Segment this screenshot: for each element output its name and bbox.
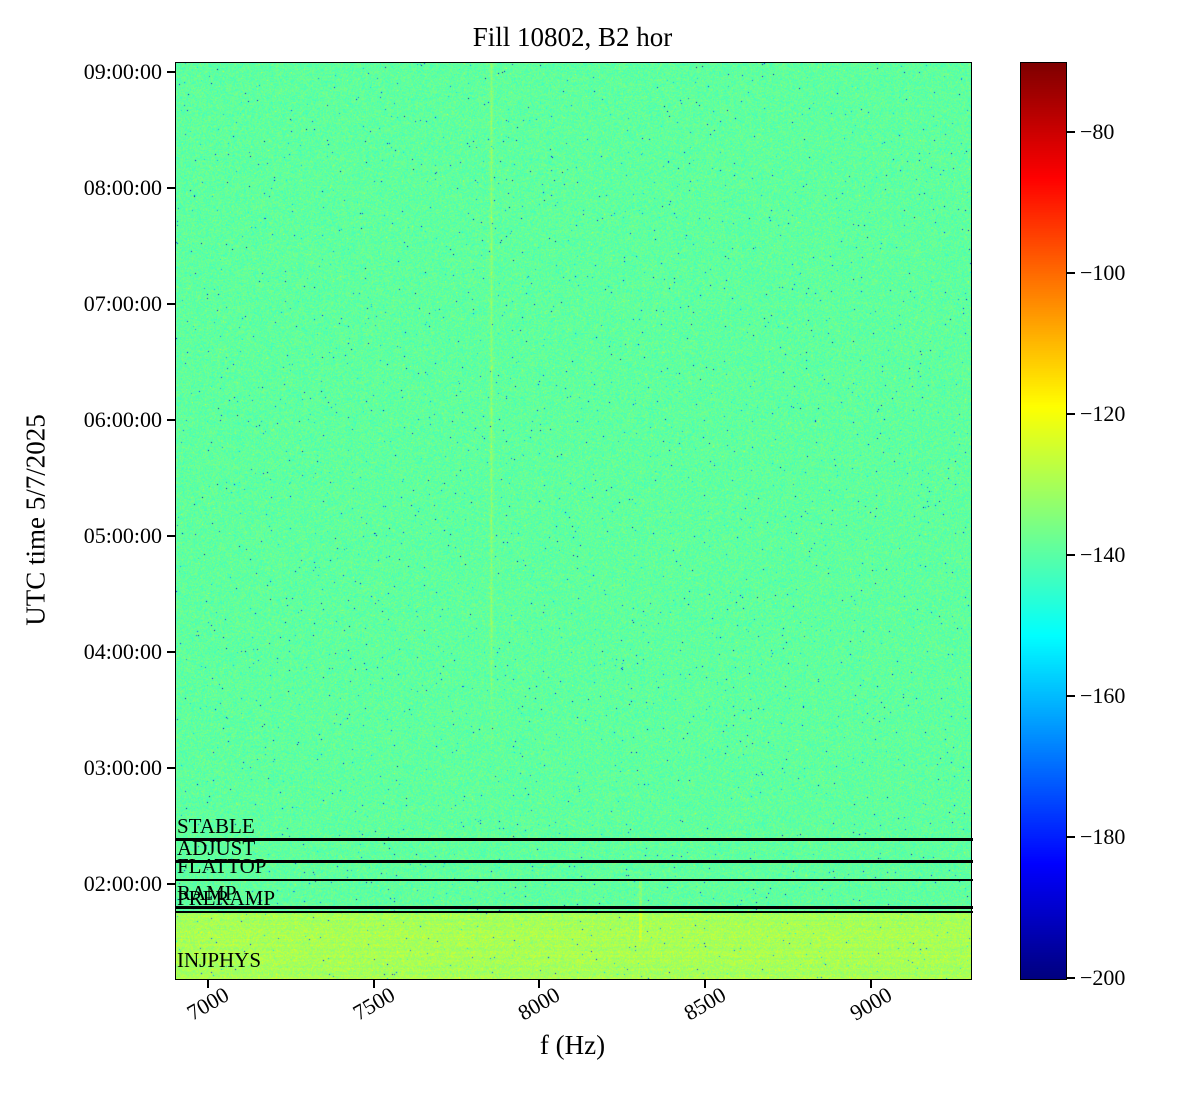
y-tick-mark <box>167 70 175 73</box>
beam-mode-label-stable: STABLE <box>177 813 255 838</box>
x-tick-mark <box>704 979 706 988</box>
y-tick-label: 09:00:00 <box>83 58 162 84</box>
x-tick-label: 7000 <box>182 981 234 1026</box>
beam-mode-label-adjust: ADJUST <box>177 835 256 860</box>
colorbar-tick-mark <box>1066 977 1075 979</box>
colorbar-tick-mark <box>1066 554 1075 557</box>
y-tick-mark <box>167 766 175 769</box>
y-tick-label: 08:00:00 <box>83 175 162 201</box>
y-tick-label: 02:00:00 <box>83 871 162 897</box>
x-tick-label: 8000 <box>513 981 565 1026</box>
x-tick-label: 9000 <box>845 981 896 1026</box>
y-tick-mark <box>167 883 175 886</box>
x-tick-mark <box>372 979 375 988</box>
chart-title: Fill 10802, B2 hor <box>472 22 673 52</box>
beam-mode-label-ramp: RAMP <box>177 881 237 906</box>
x-tick-mark <box>538 979 541 988</box>
colorbar-canvas <box>1021 63 1066 979</box>
spectrogram-heatmap-canvas <box>176 63 971 979</box>
colorbar-tick-mark <box>1066 272 1075 275</box>
y-tick-label: 06:00:00 <box>83 406 162 432</box>
y-tick-label: 03:00:00 <box>83 754 162 780</box>
colorbar-tick-label: −100 <box>1080 260 1126 286</box>
beam-mode-label-preramp: PRERAMP <box>177 886 276 911</box>
y-axis-label: UTC time 5/7/2025 <box>20 414 51 626</box>
colorbar-tick-mark <box>1066 131 1075 134</box>
colorbar-tick-label: −160 <box>1080 683 1126 709</box>
y-tick-mark <box>167 187 175 190</box>
colorbar-tick-label: −180 <box>1080 824 1126 850</box>
beam-mode-label-injphys: INJPHYS <box>177 948 262 973</box>
colorbar-tick-mark <box>1066 695 1075 698</box>
beam-mode-line-ramp <box>175 906 973 909</box>
y-tick-mark <box>167 535 175 538</box>
colorbar-tick-label: −140 <box>1080 542 1126 568</box>
x-tick-mark <box>869 979 872 988</box>
y-tick-label: 05:00:00 <box>83 523 162 549</box>
colorbar-tick-label: −120 <box>1080 401 1126 427</box>
colorbar-tick-mark <box>1066 413 1075 416</box>
y-tick-label: 07:00:00 <box>83 291 162 316</box>
y-tick-label: 04:00:00 <box>83 638 162 664</box>
beam-mode-line-preramp <box>175 910 973 914</box>
beam-mode-line-flattop <box>175 878 973 882</box>
x-tick-label: 7500 <box>348 981 399 1026</box>
colorbar <box>1020 62 1067 980</box>
plot-area <box>175 62 972 980</box>
y-tick-mark <box>167 303 175 305</box>
beam-mode-line-stable <box>175 838 973 841</box>
beam-mode-line-adjust <box>175 860 973 863</box>
beam-mode-label-flattop: FLATTOP <box>177 853 267 878</box>
x-tick-mark <box>207 979 210 988</box>
colorbar-tick-label: −200 <box>1080 965 1126 990</box>
x-tick-label: 8500 <box>679 981 731 1026</box>
colorbar-tick-label: −80 <box>1080 119 1115 145</box>
y-tick-mark <box>167 650 175 653</box>
colorbar-tick-mark <box>1066 836 1075 839</box>
x-axis-label: f (Hz) <box>539 1030 606 1060</box>
y-tick-mark <box>167 418 175 421</box>
